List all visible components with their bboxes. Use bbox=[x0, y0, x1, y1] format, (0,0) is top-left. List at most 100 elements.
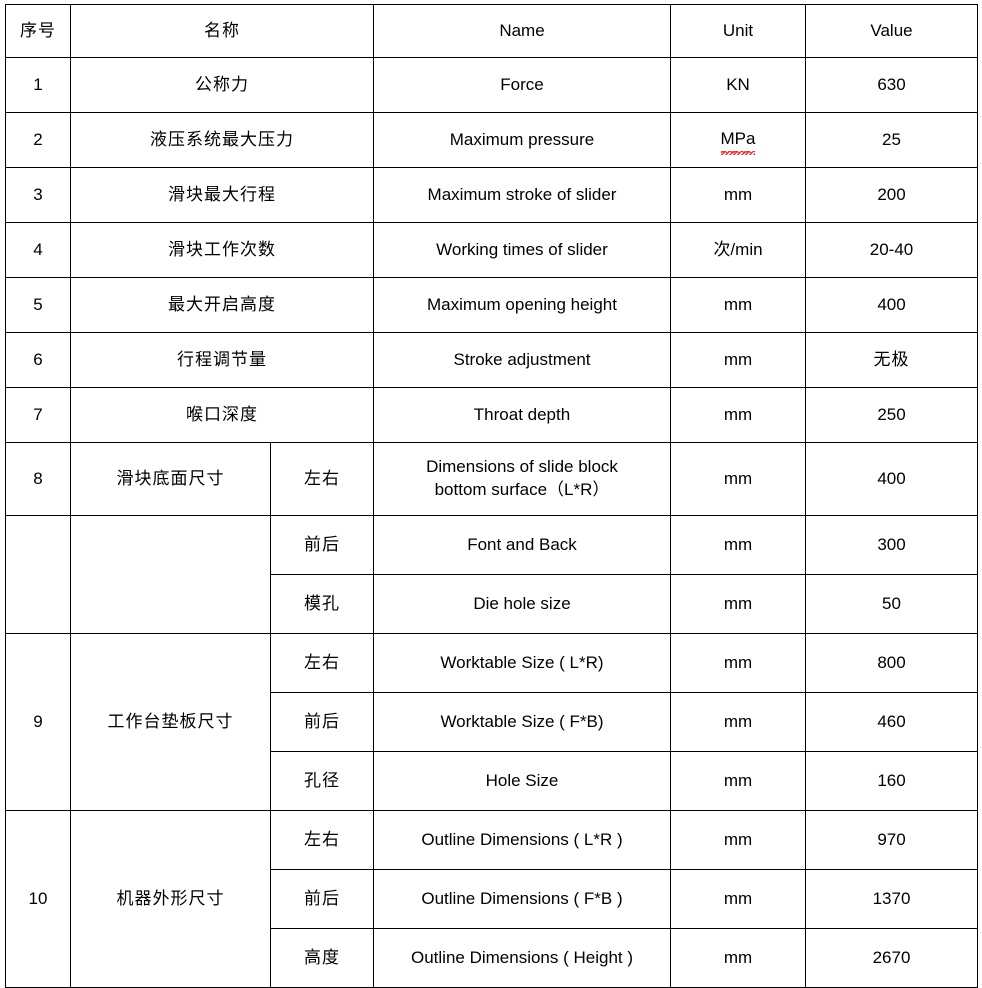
header-cell-no: 序号 bbox=[5, 4, 71, 58]
cell-value: 25 bbox=[805, 112, 978, 168]
cell-cn-name: 公称力 bbox=[70, 57, 374, 113]
table-row: 7 喉口深度 Throat depth mm 250 bbox=[5, 387, 978, 443]
cell-en-name: Worktable Size ( L*R) bbox=[373, 633, 671, 693]
cell-unit: mm bbox=[670, 277, 806, 333]
cell-value: 20-40 bbox=[805, 222, 978, 278]
table-row: 5 最大开启高度 Maximum opening height mm 400 bbox=[5, 277, 978, 333]
cell-value: 300 bbox=[805, 515, 978, 575]
cell-no: 1 bbox=[5, 57, 71, 113]
cell-en-name: Font and Back bbox=[373, 515, 671, 575]
cell-value: 160 bbox=[805, 751, 978, 811]
cell-cn-name-blank bbox=[70, 515, 271, 634]
table-row: 模孔 Die hole size mm 50 bbox=[6, 574, 978, 634]
cell-sub-label: 左右 bbox=[270, 633, 374, 693]
cell-no: 2 bbox=[5, 112, 71, 168]
cell-no: 5 bbox=[5, 277, 71, 333]
cell-cn-name: 滑块底面尺寸 bbox=[70, 442, 271, 516]
cell-value: 460 bbox=[805, 692, 978, 752]
cell-no: 3 bbox=[5, 167, 71, 223]
specification-table: 序号 名称 Name Unit Value 1 公称力 Force KN 630… bbox=[5, 4, 978, 988]
table-row: 前后 Worktable Size ( F*B) mm 460 bbox=[6, 692, 978, 752]
cell-no: 4 bbox=[5, 222, 71, 278]
spec-table-container: 序号 名称 Name Unit Value 1 公称力 Force KN 630… bbox=[5, 4, 978, 988]
cell-value: 200 bbox=[805, 167, 978, 223]
cell-unit: mm bbox=[670, 869, 806, 929]
table-header-row: 序号 名称 Name Unit Value bbox=[5, 4, 978, 58]
table-row: 4 滑块工作次数 Working times of slider 次/min 2… bbox=[5, 222, 978, 278]
cell-no: 6 bbox=[5, 332, 71, 388]
table-row: 前后 Font and Back mm 300 bbox=[5, 515, 978, 634]
cell-cn-name: 行程调节量 bbox=[70, 332, 374, 388]
cell-en-name: Worktable Size ( F*B) bbox=[373, 692, 671, 752]
table-row: 9 工作台垫板尺寸 左右 Worktable Size ( L*R) mm 80… bbox=[5, 633, 978, 811]
table-row: 3 滑块最大行程 Maximum stroke of slider mm 200 bbox=[5, 167, 978, 223]
cell-sub-label: 前后 bbox=[270, 515, 374, 575]
cell-value: 50 bbox=[805, 574, 978, 634]
cell-sub-label: 模孔 bbox=[270, 574, 374, 634]
cell-en-name: Hole Size bbox=[373, 751, 671, 811]
cell-sub-label: 左右 bbox=[270, 810, 374, 870]
cell-value: 800 bbox=[805, 633, 978, 693]
table-row: 2 液压系统最大压力 Maximum pressure MPa 25 bbox=[5, 112, 978, 168]
cell-en-name: Maximum pressure bbox=[373, 112, 671, 168]
cell-unit: mm bbox=[670, 167, 806, 223]
cell-unit: mm bbox=[670, 387, 806, 443]
cell-unit: mm bbox=[670, 928, 806, 988]
cell-no: 9 bbox=[5, 633, 71, 811]
cell-unit: mm bbox=[670, 332, 806, 388]
cell-unit: mm bbox=[670, 692, 806, 752]
cell-cn-name: 最大开启高度 bbox=[70, 277, 374, 333]
cell-en-name: Force bbox=[373, 57, 671, 113]
cell-en-name: Maximum opening height bbox=[373, 277, 671, 333]
cell-sub-label: 左右 bbox=[270, 442, 374, 516]
cell-unit: mm bbox=[670, 515, 806, 575]
cell-value: 970 bbox=[805, 810, 978, 870]
cell-value: 2670 bbox=[805, 928, 978, 988]
cell-no-blank bbox=[5, 515, 71, 634]
cell-value: 400 bbox=[805, 442, 978, 516]
cell-cn-name: 液压系统最大压力 bbox=[70, 112, 374, 168]
cell-value: 1370 bbox=[805, 869, 978, 929]
cell-cn-name: 滑块工作次数 bbox=[70, 222, 374, 278]
cell-unit: KN bbox=[670, 57, 806, 113]
cell-no: 7 bbox=[5, 387, 71, 443]
cell-cn-name: 喉口深度 bbox=[70, 387, 374, 443]
table-row: 前后 Outline Dimensions ( F*B ) mm 1370 bbox=[6, 869, 978, 929]
header-cell-cn-name: 名称 bbox=[70, 4, 374, 58]
cell-en-name: Stroke adjustment bbox=[373, 332, 671, 388]
cell-en-name: Dimensions of slide block bottom surface… bbox=[373, 442, 671, 516]
cell-value: 250 bbox=[805, 387, 978, 443]
cell-no: 10 bbox=[5, 810, 71, 988]
cell-unit: 次/min bbox=[670, 222, 806, 278]
misspelled-word: MPa bbox=[720, 128, 756, 155]
cell-en-name: Working times of slider bbox=[373, 222, 671, 278]
cell-en-name: Outline Dimensions ( F*B ) bbox=[373, 869, 671, 929]
header-cell-value: Value bbox=[805, 4, 978, 58]
cell-unit: mm bbox=[670, 751, 806, 811]
cell-cn-name: 滑块最大行程 bbox=[70, 167, 374, 223]
header-cell-en-name: Name bbox=[373, 4, 671, 58]
cell-unit: MPa bbox=[670, 112, 806, 168]
cell-unit: mm bbox=[670, 810, 806, 870]
cell-sub-label: 孔径 bbox=[270, 751, 374, 811]
cell-cn-name: 机器外形尺寸 bbox=[70, 810, 271, 988]
cell-value: 400 bbox=[805, 277, 978, 333]
table-row: 1 公称力 Force KN 630 bbox=[5, 57, 978, 113]
cell-en-name: Maximum stroke of slider bbox=[373, 167, 671, 223]
table-row: 10 机器外形尺寸 左右 Outline Dimensions ( L*R ) … bbox=[5, 810, 978, 988]
cell-unit: mm bbox=[670, 633, 806, 693]
cell-en-name: Outline Dimensions ( Height ) bbox=[373, 928, 671, 988]
table-row: 6 行程调节量 Stroke adjustment mm 无极 bbox=[5, 332, 978, 388]
cell-unit: mm bbox=[670, 442, 806, 516]
table-row: 8 滑块底面尺寸 左右 Dimensions of slide block bo… bbox=[5, 442, 978, 516]
cell-no: 8 bbox=[5, 442, 71, 516]
cell-cn-name: 工作台垫板尺寸 bbox=[70, 633, 271, 811]
table-row: 孔径 Hole Size mm 160 bbox=[6, 751, 978, 811]
cell-unit: mm bbox=[670, 574, 806, 634]
header-cell-unit: Unit bbox=[670, 4, 806, 58]
cell-sub-label: 高度 bbox=[270, 928, 374, 988]
cell-en-name-line2: bottom surface（L*R） bbox=[434, 480, 610, 499]
cell-value: 630 bbox=[805, 57, 978, 113]
cell-en-name: Throat depth bbox=[373, 387, 671, 443]
cell-en-name-line1: Dimensions of slide block bbox=[426, 457, 618, 477]
